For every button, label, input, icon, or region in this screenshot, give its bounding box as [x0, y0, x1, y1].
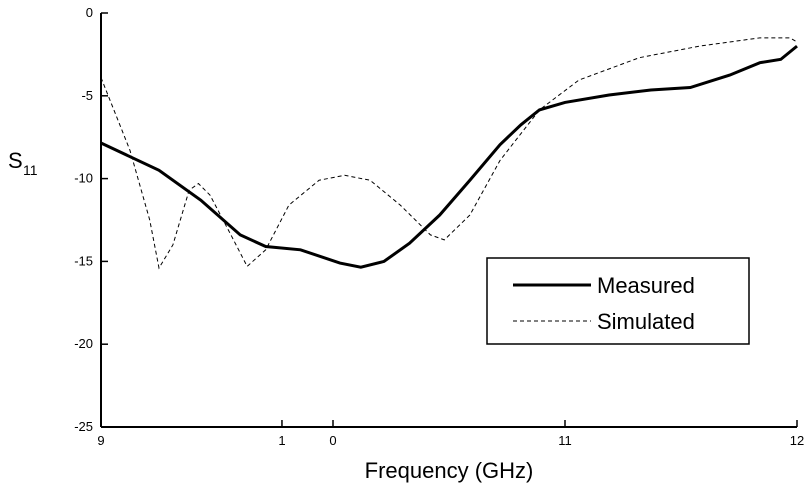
legend-label: Simulated [597, 309, 695, 334]
x-tick-label: 12 [790, 433, 804, 448]
series-line [100, 37, 798, 270]
x-tick-label: 1 [278, 433, 285, 448]
y-tick-label: -15 [74, 253, 93, 268]
x-tick-label: 9 [97, 433, 104, 448]
x-axis-label: Frequency (GHz) [365, 458, 534, 483]
legend-box [486, 257, 750, 345]
y-tick-label: -25 [74, 419, 93, 434]
y-tick-label: -10 [74, 171, 93, 186]
y-tick-label: -5 [81, 88, 93, 103]
y-axis-label-subscript: 11 [23, 162, 38, 178]
y-tick-label: -20 [74, 336, 93, 351]
series-line [100, 44, 798, 269]
x-tick-label: 11 [558, 433, 572, 448]
y-axis-label: S [8, 148, 23, 173]
legend-label: Measured [597, 273, 695, 298]
y-tick-label: 0 [86, 5, 93, 20]
x-tick-label: 0 [329, 433, 336, 448]
